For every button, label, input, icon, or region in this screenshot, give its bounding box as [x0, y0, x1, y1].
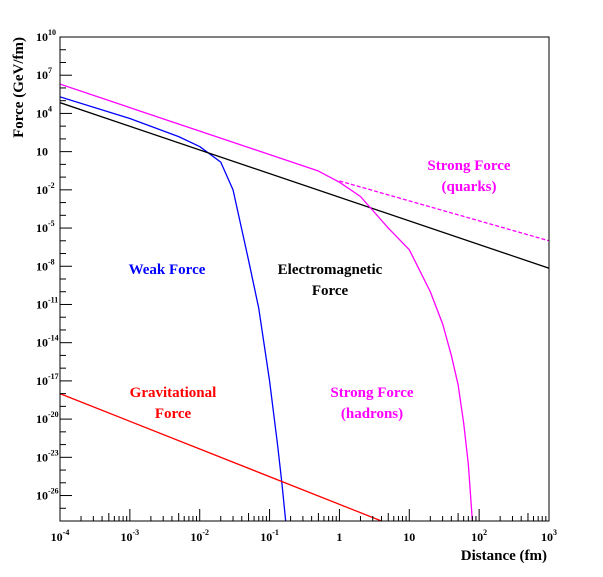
y-tick-label: 10 — [36, 145, 48, 159]
x-tick-label: 10-2 — [190, 528, 209, 544]
series-layer — [60, 83, 549, 521]
y-tick-label: 10-2 — [36, 181, 55, 197]
y-axis-title: Force (GeV/fm) — [11, 37, 27, 138]
y-tick-label: 10-26 — [36, 487, 59, 503]
y-tick-label: 10-14 — [36, 334, 59, 350]
y-tick-label: 10-11 — [36, 295, 58, 311]
y-tick-label: 10-8 — [36, 257, 55, 273]
x-tick-label: 10-1 — [260, 528, 279, 544]
x-axis-title: Distance (fm) — [461, 548, 547, 564]
y-tick-label: 10-23 — [36, 448, 59, 464]
annotation-strong-hadrons: Strong Force (hadrons) — [330, 385, 414, 422]
x-tick-label: 102 — [471, 528, 487, 544]
annotation-gravitational: Gravitational Force — [130, 385, 217, 422]
y-tick-label: 10-17 — [36, 372, 59, 388]
x-tick-label: 10 — [403, 530, 415, 544]
annotation-strong-quarks: Strong Force (quarks) — [427, 158, 511, 195]
ticks-layer — [59, 36, 550, 522]
series-line-weak — [60, 96, 287, 521]
annotation-electromagnetic: Electromagnetic Force — [278, 262, 383, 299]
x-tick-label: 103 — [541, 528, 557, 544]
series-line-electromagnetic — [60, 102, 549, 269]
y-tick-label: 104 — [36, 104, 52, 120]
tick-labels-layer: 10-4 10-3 10-2 10-1 1 10 102 10310101071041010-… — [36, 28, 557, 544]
annotations-layer: Weak Force Electromagnetic Force Strong For… — [129, 158, 511, 422]
series-line-gravitational — [60, 393, 382, 521]
series-line-strong-hadrons — [60, 83, 474, 521]
y-tick-label: 10-20 — [36, 410, 59, 426]
annotation-weak: Weak Force — [129, 262, 206, 278]
y-tick-label: 1010 — [36, 28, 56, 44]
y-tick-label: 10-5 — [36, 219, 55, 235]
x-tick-label: 10-3 — [121, 528, 140, 544]
plot-frame — [59, 36, 550, 522]
series-line-strong-quarks — [339, 180, 549, 242]
x-tick-label: 10-4 — [51, 528, 70, 544]
y-tick-label: 107 — [36, 66, 52, 82]
x-tick-label: 1 — [336, 530, 342, 544]
